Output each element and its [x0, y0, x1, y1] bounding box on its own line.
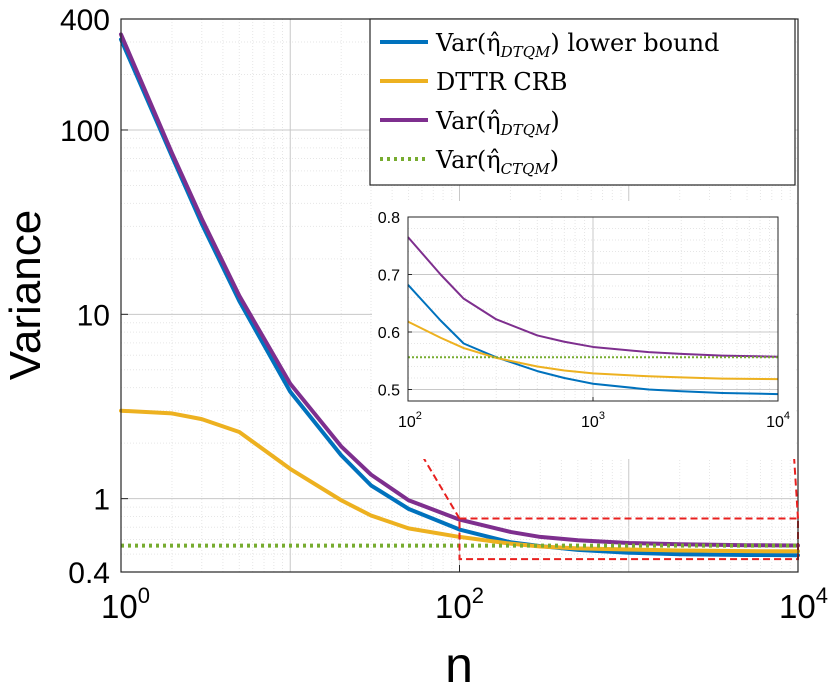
- x-tick-label: 104: [779, 583, 828, 625]
- legend: Var(η̂DTQM) lower bound DTTR CRB Var(η̂DTQ…: [369, 18, 796, 186]
- inset-series-line-2: [407, 236, 779, 358]
- series-line-1: [119, 408, 800, 554]
- inset-plot: 102 103 104 0.5 0.6 0.7 0.8: [372, 201, 799, 520]
- y-tick-label: 10: [77, 299, 110, 332]
- inset-series-lines: [407, 236, 779, 396]
- inset-x-ticks: 102 103 104: [398, 397, 790, 431]
- inset-x-tick-label: 104: [766, 410, 790, 431]
- inset-y-tick-label: 0.6: [378, 325, 400, 342]
- inset-y-tick-label: 0.5: [378, 383, 400, 400]
- inset-y-ticks: 0.5 0.6 0.7 0.8: [378, 210, 412, 400]
- y-ticks: 0.4 1 10 100 400: [60, 4, 128, 590]
- series-line-2: [119, 32, 800, 548]
- inset-x-tick-label: 103: [581, 410, 605, 431]
- x-ticks: 100 102 104: [101, 565, 828, 625]
- legend-entry-3: Var(η̂CTQM): [435, 146, 559, 178]
- inset-y-tick-label: 0.7: [378, 268, 400, 285]
- y-tick-label: 1: [93, 484, 110, 517]
- legend-box: [369, 18, 796, 186]
- legend-entry-0: Var(η̂DTQM) lower bound: [435, 29, 719, 61]
- x-tick-label: 102: [435, 583, 484, 625]
- inset-y-tick-label: 0.8: [378, 210, 400, 227]
- y-tick-label: 0.4: [68, 557, 110, 590]
- y-tick-label: 100: [60, 115, 110, 148]
- inset-series-line-1: [407, 320, 779, 381]
- series-line-0: [119, 37, 800, 558]
- x-tick-label: 100: [101, 583, 150, 625]
- y-tick-label: 400: [60, 4, 110, 37]
- x-axis-label: n: [445, 637, 473, 689]
- legend-entry-2: Var(η̂DTQM): [435, 107, 560, 139]
- y-axis-label: Variance: [1, 210, 50, 380]
- inset-x-tick-label: 102: [398, 410, 422, 431]
- legend-entry-1: DTTR CRB: [436, 68, 567, 96]
- inset-series-line-0: [407, 284, 779, 396]
- series-lines: [119, 32, 800, 558]
